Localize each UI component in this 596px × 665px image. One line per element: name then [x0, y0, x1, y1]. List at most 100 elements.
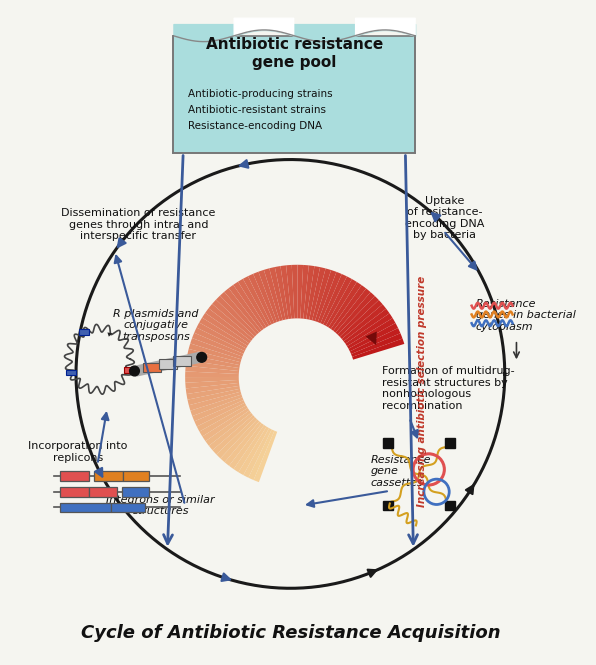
- Bar: [383, 438, 393, 448]
- Polygon shape: [328, 282, 362, 329]
- Bar: [124, 367, 134, 373]
- Polygon shape: [338, 296, 379, 336]
- Polygon shape: [350, 328, 401, 354]
- Polygon shape: [248, 274, 274, 325]
- Bar: [383, 501, 393, 510]
- Polygon shape: [312, 269, 331, 321]
- Polygon shape: [326, 279, 357, 327]
- Polygon shape: [281, 265, 291, 319]
- Polygon shape: [333, 289, 371, 332]
- Polygon shape: [189, 392, 241, 411]
- Polygon shape: [269, 267, 285, 321]
- Bar: [60, 487, 89, 497]
- Polygon shape: [193, 397, 244, 422]
- Polygon shape: [224, 288, 262, 332]
- Bar: [94, 471, 123, 481]
- Polygon shape: [194, 400, 245, 426]
- Polygon shape: [186, 360, 240, 371]
- Polygon shape: [190, 394, 243, 416]
- Polygon shape: [209, 413, 253, 450]
- Polygon shape: [303, 265, 315, 319]
- Bar: [445, 501, 455, 510]
- Polygon shape: [190, 338, 243, 359]
- Polygon shape: [229, 285, 264, 331]
- Polygon shape: [209, 304, 253, 341]
- Polygon shape: [212, 300, 255, 338]
- Polygon shape: [206, 410, 251, 446]
- Bar: [79, 329, 89, 335]
- Text: Resistance
gene
cassettes: Resistance gene cassettes: [370, 455, 431, 488]
- Polygon shape: [243, 428, 272, 477]
- Text: Antibiotic-producing strains
Antibiotic-resistant strains
Resistance-encoding DN: Antibiotic-producing strains Antibiotic-…: [188, 89, 333, 130]
- Polygon shape: [347, 318, 396, 348]
- Polygon shape: [292, 265, 297, 319]
- Polygon shape: [306, 266, 320, 320]
- Bar: [144, 362, 161, 372]
- Bar: [111, 503, 145, 512]
- Polygon shape: [243, 276, 272, 326]
- Polygon shape: [197, 323, 246, 351]
- Polygon shape: [331, 285, 366, 331]
- Polygon shape: [275, 266, 288, 320]
- Polygon shape: [194, 328, 245, 354]
- Polygon shape: [205, 309, 251, 343]
- Polygon shape: [187, 349, 241, 365]
- Polygon shape: [186, 383, 240, 394]
- Text: Increasing antibiotic selection pressure: Increasing antibiotic selection pressure: [417, 276, 427, 507]
- Bar: [89, 487, 117, 497]
- Bar: [60, 471, 89, 481]
- Polygon shape: [199, 318, 247, 348]
- Polygon shape: [321, 274, 347, 325]
- Polygon shape: [318, 272, 342, 323]
- Bar: [173, 36, 415, 153]
- Polygon shape: [345, 313, 393, 346]
- Bar: [173, 356, 191, 366]
- Polygon shape: [349, 323, 398, 351]
- Polygon shape: [221, 420, 259, 462]
- Polygon shape: [185, 377, 239, 383]
- Polygon shape: [253, 272, 277, 323]
- Text: Antibiotic resistance
gene pool: Antibiotic resistance gene pool: [206, 37, 383, 70]
- Text: R plasmids and
conjugative
transposons: R plasmids and conjugative transposons: [113, 309, 198, 342]
- Polygon shape: [188, 389, 241, 405]
- Polygon shape: [238, 427, 269, 475]
- Polygon shape: [253, 431, 277, 482]
- Text: Uptake
of resistance-
encoding DNA
by bacteria: Uptake of resistance- encoding DNA by ba…: [405, 196, 484, 241]
- Text: Dissemination of resistance
genes through intra- and
interspecific transfer: Dissemination of resistance genes throug…: [61, 208, 216, 241]
- Polygon shape: [233, 282, 266, 329]
- Polygon shape: [216, 418, 257, 458]
- Polygon shape: [185, 366, 239, 374]
- Polygon shape: [200, 406, 248, 436]
- Polygon shape: [297, 265, 303, 319]
- Text: Cycle of Antibiotic Resistance Acquisition: Cycle of Antibiotic Resistance Acquisiti…: [80, 624, 500, 642]
- Polygon shape: [286, 265, 294, 319]
- Bar: [159, 359, 177, 369]
- Polygon shape: [187, 386, 240, 400]
- Polygon shape: [187, 354, 240, 368]
- Polygon shape: [220, 292, 259, 334]
- Polygon shape: [315, 270, 337, 322]
- Text: Integrons or similar
structures: Integrons or similar structures: [107, 495, 215, 516]
- Polygon shape: [249, 430, 274, 480]
- Polygon shape: [197, 403, 246, 432]
- Text: Resistance
genes in bacterial
cytoplasm: Resistance genes in bacterial cytoplasm: [476, 299, 575, 332]
- Polygon shape: [300, 265, 309, 319]
- Circle shape: [129, 366, 139, 376]
- Polygon shape: [202, 408, 249, 441]
- Polygon shape: [192, 332, 243, 356]
- Polygon shape: [225, 422, 262, 466]
- Polygon shape: [259, 270, 280, 322]
- Text: Formation of multidrug-
resistant structures by
nonhomologous
recombination: Formation of multidrug- resistant struct…: [382, 366, 514, 411]
- Polygon shape: [238, 279, 269, 327]
- Bar: [445, 438, 455, 448]
- Bar: [66, 370, 76, 376]
- Polygon shape: [264, 268, 283, 321]
- Circle shape: [197, 352, 207, 362]
- Polygon shape: [342, 305, 386, 341]
- Polygon shape: [189, 343, 241, 362]
- Bar: [123, 471, 148, 481]
- Polygon shape: [336, 292, 375, 334]
- Polygon shape: [216, 296, 257, 336]
- Polygon shape: [185, 371, 239, 377]
- Polygon shape: [352, 338, 404, 360]
